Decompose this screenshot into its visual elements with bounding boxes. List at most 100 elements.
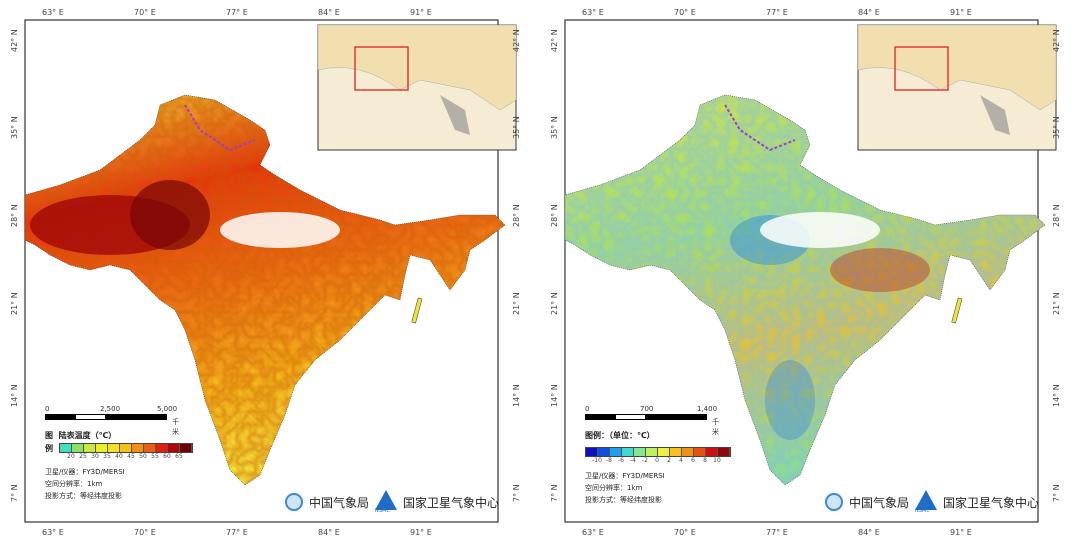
lat-label: 21° N — [1052, 292, 1061, 315]
resolution-info: 空间分辨率：1km — [585, 484, 643, 492]
lat-label: 21° N — [10, 292, 19, 315]
colorbar-swatch — [598, 448, 610, 456]
legend-name: 陆表温度（℃） — [58, 431, 117, 440]
lat-label: 35° N — [1052, 116, 1061, 139]
lat-label: 28° N — [512, 204, 521, 227]
legend-title-b: 例 — [45, 444, 53, 453]
inset-extent-box — [354, 46, 409, 91]
colorbar — [59, 443, 193, 453]
satellite-info: 卫星/仪器：FY3D/MERSI — [45, 468, 125, 476]
colorbar-tick: -2 — [642, 457, 648, 464]
cloud-mask — [220, 212, 340, 248]
cma-name: 中国气象局 — [309, 495, 370, 510]
colorbar-swatch — [180, 444, 192, 452]
map-canvas — [564, 19, 1057, 523]
lon-label: 70° E — [134, 528, 156, 537]
nsmc-logo-icon: NSMC — [375, 490, 398, 514]
disputed-border — [184, 104, 256, 152]
colorbar-swatch — [156, 444, 168, 452]
lon-label: 91° E — [950, 528, 972, 537]
lat-label: 28° N — [1052, 204, 1061, 227]
lat-label: 14° N — [550, 384, 559, 407]
legend: 图例：（单位：℃） -10 -8 -6 -4 -2 0 2 4 6 8 10 卫星/仪器：FY3D/ME… — [585, 430, 731, 506]
scale-label: 700 — [640, 405, 654, 413]
scale-label: 0 — [585, 405, 590, 413]
colorbar-tick: 65 — [175, 453, 183, 460]
colorbar-swatch — [144, 444, 156, 452]
scale-label: 1,400 — [697, 405, 718, 413]
lat-label: 28° N — [10, 204, 19, 227]
colorbar-tick: 20 — [67, 453, 75, 460]
lat-label: 21° N — [512, 292, 521, 315]
colorbar-tick: 50 — [139, 453, 147, 460]
cloud-mask — [760, 212, 880, 248]
islands — [411, 297, 423, 324]
islands — [951, 297, 963, 324]
lat-label: 14° N — [1052, 384, 1061, 407]
lat-label: 42° N — [10, 29, 19, 52]
resolution-info: 空间分辨率：1km — [45, 480, 103, 488]
colorbar-swatch — [108, 444, 120, 452]
colorbar-tick: -6 — [618, 457, 624, 464]
colorbar-swatch — [622, 448, 634, 456]
lat-label: 35° N — [512, 116, 521, 139]
colorbar-tick: 4 — [679, 457, 683, 464]
nsmc-name: 国家卫星气象中心 — [403, 495, 500, 510]
lon-label: 84° E — [858, 528, 880, 537]
colorbar-tick: -10 — [592, 457, 602, 464]
lat-label: 42° N — [1052, 29, 1061, 52]
colorbar-swatch — [682, 448, 694, 456]
lat-label: 21° N — [550, 292, 559, 315]
scale-label: 0 — [45, 405, 50, 413]
lon-label: 63° E — [42, 8, 64, 17]
inset-extent-box — [894, 46, 949, 91]
projection-info: 投影方式：等经纬度投影 — [585, 496, 662, 504]
disputed-border — [724, 104, 796, 152]
colorbar-swatch — [168, 444, 180, 452]
colorbar-swatch — [706, 448, 718, 456]
lat-label: 35° N — [550, 116, 559, 139]
colorbar-tick: -4 — [630, 457, 636, 464]
colorbar-swatch — [718, 448, 730, 456]
scale-bar: 0 700 1,400 千米 — [585, 405, 725, 436]
colorbar-tick: 8 — [703, 457, 707, 464]
scale-bar: 0 2,500 5,000 千米 — [45, 405, 185, 436]
lon-label: 84° E — [858, 8, 880, 17]
lon-label: 91° E — [950, 8, 972, 17]
map-canvas — [24, 19, 517, 523]
colorbar-tick: 35 — [103, 453, 111, 460]
colorbar-tick: 25 — [79, 453, 87, 460]
lat-label: 7° N — [1052, 484, 1061, 502]
colorbar-swatch — [72, 444, 84, 452]
lon-label: 63° E — [42, 528, 64, 537]
cma-name: 中国气象局 — [849, 495, 910, 510]
lon-label: 91° E — [410, 528, 432, 537]
lon-label: 77° E — [226, 8, 248, 17]
lon-label: 63° E — [582, 528, 604, 537]
colorbar-tick: 40 — [115, 453, 123, 460]
lat-label: 42° N — [550, 29, 559, 52]
colorbar-swatch — [120, 444, 132, 452]
lat-label: 7° N — [512, 484, 521, 502]
lon-label: 77° E — [766, 528, 788, 537]
right-map-panel: 63° E 63° E 70° E 70° E 77° E 77° E 84° E 84° E… — [540, 0, 1080, 551]
lon-label: 77° E — [766, 8, 788, 17]
colorbar-swatch — [670, 448, 682, 456]
scale-unit: 千米 — [712, 418, 719, 436]
colorbar-swatch — [694, 448, 706, 456]
colorbar-tick: 0 — [655, 457, 659, 464]
colorbar — [585, 447, 731, 457]
satellite-info: 卫星/仪器：FY3D/MERSI — [585, 472, 665, 480]
colorbar-tick: -8 — [606, 457, 612, 464]
lon-label: 70° E — [674, 528, 696, 537]
logos: 中国气象局 NSMC 国家卫星气象中心 — [825, 490, 1039, 514]
lat-label: 7° N — [550, 484, 559, 502]
legend: 图 陆表温度（℃） 例 20 25 30 35 40 45 50 55 60 65 卫星/仪器：FY3D… — [45, 430, 193, 502]
texture-overlay — [565, 95, 1045, 485]
colorbar-swatch — [132, 444, 144, 452]
lat-label: 42° N — [512, 29, 521, 52]
lon-label: 70° E — [134, 8, 156, 17]
scale-unit: 千米 — [172, 418, 179, 436]
lat-label: 14° N — [10, 384, 19, 407]
lon-label: 84° E — [318, 8, 340, 17]
